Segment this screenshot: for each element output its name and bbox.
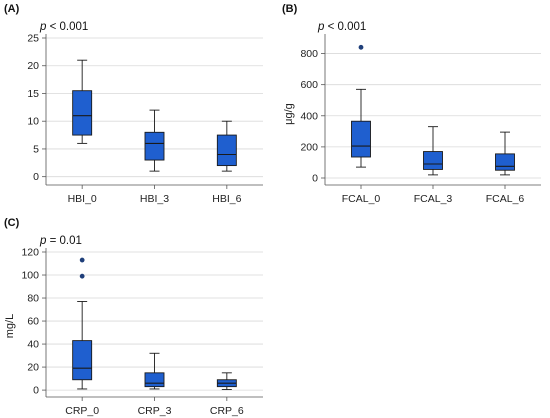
p-symbol: p xyxy=(39,235,47,247)
box-CRP_0 xyxy=(72,257,93,390)
y-tick-label: 15 xyxy=(27,88,39,100)
x-tick-label: CRP_3 xyxy=(138,405,172,417)
y-tick-label: 0 xyxy=(33,385,39,397)
y-tick-label: 0 xyxy=(312,173,318,185)
box-HBI_0 xyxy=(72,59,93,144)
panel-label: (B) xyxy=(282,3,298,15)
x-tick-label: CRP_0 xyxy=(65,405,99,417)
y-tick-label: 5 xyxy=(33,143,39,155)
p-value-text: < 0.001 xyxy=(324,21,366,33)
x-tick-label: FCAL_6 xyxy=(486,193,525,205)
x-tick-label: HBI_6 xyxy=(212,193,241,205)
box-FCAL_6 xyxy=(495,131,515,176)
y-tick-label: 20 xyxy=(27,60,39,72)
y-tick-label: 400 xyxy=(300,110,318,122)
y-tick-label: 40 xyxy=(27,339,39,351)
box-iqr xyxy=(216,134,237,167)
x-tick-label: HBI_3 xyxy=(140,193,169,205)
x-tick-label: FCAL_3 xyxy=(414,193,453,205)
box-HBI_6 xyxy=(216,120,237,172)
y-tick-label: 800 xyxy=(300,48,318,60)
box-CRP_6 xyxy=(216,372,237,390)
outlier-point xyxy=(358,44,364,50)
y-tick-label: 10 xyxy=(27,116,39,128)
y-axis-label: mg/L xyxy=(4,314,16,338)
box-iqr xyxy=(351,120,371,158)
x-tick-label: HBI_0 xyxy=(68,193,97,205)
y-tick-label: 600 xyxy=(300,79,318,91)
p-value-text: = 0.01 xyxy=(46,235,82,247)
box-iqr xyxy=(72,90,93,136)
p-symbol: p xyxy=(317,21,325,33)
y-tick-label: 20 xyxy=(27,362,39,374)
x-tick-label: CRP_6 xyxy=(210,405,244,417)
box-iqr xyxy=(495,153,515,171)
y-tick-label: 0 xyxy=(33,171,39,183)
box-CRP_3 xyxy=(144,352,165,390)
p-value-annotation: p = 0.01 xyxy=(39,235,82,247)
x-tick-label: FCAL_0 xyxy=(342,193,381,205)
box-HBI_3 xyxy=(144,109,165,172)
box-FCAL_0 xyxy=(351,44,371,168)
panel-label: (A) xyxy=(4,3,20,15)
box-iqr xyxy=(72,340,93,381)
box-iqr xyxy=(144,131,165,161)
panel-3: (C) p = 0.01 0 20 40 60 80 100 120 mg/L CRP_0 CRP_3… xyxy=(4,217,263,417)
p-value-annotation: p < 0.001 xyxy=(39,21,88,33)
p-value-text: < 0.001 xyxy=(46,21,88,33)
y-tick-label: 80 xyxy=(27,293,39,305)
p-value-annotation: p < 0.001 xyxy=(317,21,366,33)
outlier-point xyxy=(79,257,85,263)
panel-label: (C) xyxy=(4,217,20,229)
y-tick-label: 100 xyxy=(21,270,39,282)
y-tick-label: 60 xyxy=(27,316,39,328)
box-iqr xyxy=(423,151,443,170)
y-tick-label: 25 xyxy=(27,33,39,45)
panel-1: (A) p < 0.001 0 5 10 15 20 25 HBI_0 HBI_3 HBI_6 xyxy=(4,3,263,205)
panel-2: (B) p < 0.001 0 200 400 600 800 μg/g FCAL_0 FCAL_… xyxy=(282,3,541,205)
box-FCAL_3 xyxy=(423,126,443,176)
y-tick-label: 200 xyxy=(300,141,318,153)
y-axis-label: μg/g xyxy=(283,103,295,125)
outlier-point xyxy=(79,273,85,279)
box-iqr xyxy=(144,372,165,388)
y-tick-label: 120 xyxy=(21,247,39,259)
p-symbol: p xyxy=(39,21,47,33)
